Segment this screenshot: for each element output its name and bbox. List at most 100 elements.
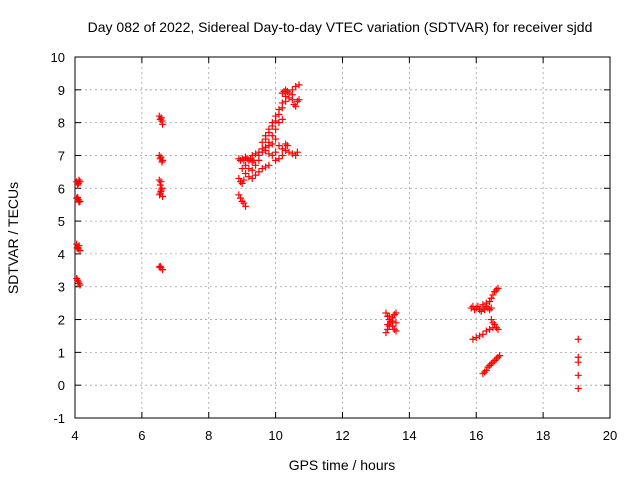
data-point: [76, 197, 84, 205]
data-point: [247, 155, 255, 163]
data-point: [155, 151, 163, 159]
data-points: [73, 81, 582, 392]
data-point: [486, 306, 494, 314]
y-tick-label: 4: [58, 247, 65, 262]
data-point: [487, 360, 495, 368]
data-point: [238, 197, 246, 205]
data-point: [292, 151, 300, 159]
data-point: [285, 148, 293, 156]
data-point: [272, 156, 280, 164]
data-point: [275, 110, 283, 118]
data-point: [574, 384, 582, 392]
data-point: [265, 150, 273, 158]
data-point: [285, 94, 293, 102]
data-point: [288, 96, 296, 104]
data-point: [156, 262, 164, 270]
y-tick-label: 0: [58, 378, 65, 393]
data-point: [272, 135, 280, 143]
data-point: [268, 140, 276, 148]
data-point: [492, 324, 500, 332]
x-tick-label: 16: [469, 428, 483, 443]
data-point: [242, 161, 250, 169]
x-tick-label: 14: [402, 428, 416, 443]
data-point: [158, 117, 166, 125]
data-point: [489, 358, 497, 366]
data-point: [238, 165, 246, 173]
data-point: [392, 327, 400, 335]
data-point: [74, 276, 82, 284]
data-point: [278, 104, 286, 112]
data-point: [292, 83, 300, 91]
data-point: [252, 161, 260, 169]
data-point: [252, 171, 260, 179]
data-point: [258, 148, 266, 156]
data-point: [574, 335, 582, 343]
data-point: [262, 163, 270, 171]
data-point: [390, 311, 398, 319]
data-point: [481, 368, 489, 376]
data-point: [255, 151, 263, 159]
data-point: [248, 151, 256, 159]
data-point: [487, 294, 495, 302]
data-point: [75, 198, 83, 206]
data-point: [159, 192, 167, 200]
data-point: [73, 244, 81, 252]
data-point: [489, 319, 497, 327]
data-point: [479, 301, 487, 309]
data-point: [242, 202, 250, 210]
y-tick-label: 7: [58, 148, 65, 163]
data-point: [275, 119, 283, 127]
data-point: [248, 166, 256, 174]
data-point: [156, 191, 164, 199]
data-point: [492, 355, 500, 363]
data-point: [76, 281, 84, 289]
data-point: [275, 142, 283, 150]
data-point: [293, 148, 301, 156]
x-tick-label: 10: [268, 428, 282, 443]
data-point: [73, 194, 81, 202]
data-point: [240, 199, 248, 207]
data-point: [476, 332, 484, 340]
data-point: [275, 155, 283, 163]
data-point: [392, 319, 400, 327]
y-tick-label: -1: [53, 411, 65, 426]
data-point: [382, 309, 390, 317]
data-point: [74, 245, 82, 253]
data-point: [240, 176, 248, 184]
data-point: [237, 178, 245, 186]
y-tick-label: 2: [58, 313, 65, 328]
data-point: [235, 191, 243, 199]
grid-lines: [75, 57, 610, 418]
data-point: [156, 181, 164, 189]
data-point: [159, 120, 167, 128]
data-point: [155, 176, 163, 184]
y-tick-label: 9: [58, 83, 65, 98]
data-point: [474, 302, 482, 310]
y-tick-label: 10: [51, 50, 65, 65]
data-point: [472, 304, 480, 312]
data-point: [245, 165, 253, 173]
data-point: [487, 304, 495, 312]
data-point: [496, 352, 504, 360]
data-point: [283, 87, 291, 95]
data-point: [491, 288, 499, 296]
data-point: [282, 147, 290, 155]
data-point: [248, 158, 256, 166]
data-point: [74, 193, 82, 201]
x-tick-label: 6: [138, 428, 145, 443]
y-tick-label: 1: [58, 345, 65, 360]
data-point: [74, 278, 82, 286]
data-point: [158, 158, 166, 166]
data-point: [268, 151, 276, 159]
data-point: [469, 335, 477, 343]
data-point: [268, 122, 276, 130]
data-point: [235, 174, 243, 182]
data-point: [290, 101, 298, 109]
data-point: [494, 353, 502, 361]
data-point: [484, 363, 492, 371]
data-point: [73, 275, 81, 283]
x-tick-label: 8: [205, 428, 212, 443]
x-tick-label: 12: [335, 428, 349, 443]
data-point: [282, 97, 290, 105]
